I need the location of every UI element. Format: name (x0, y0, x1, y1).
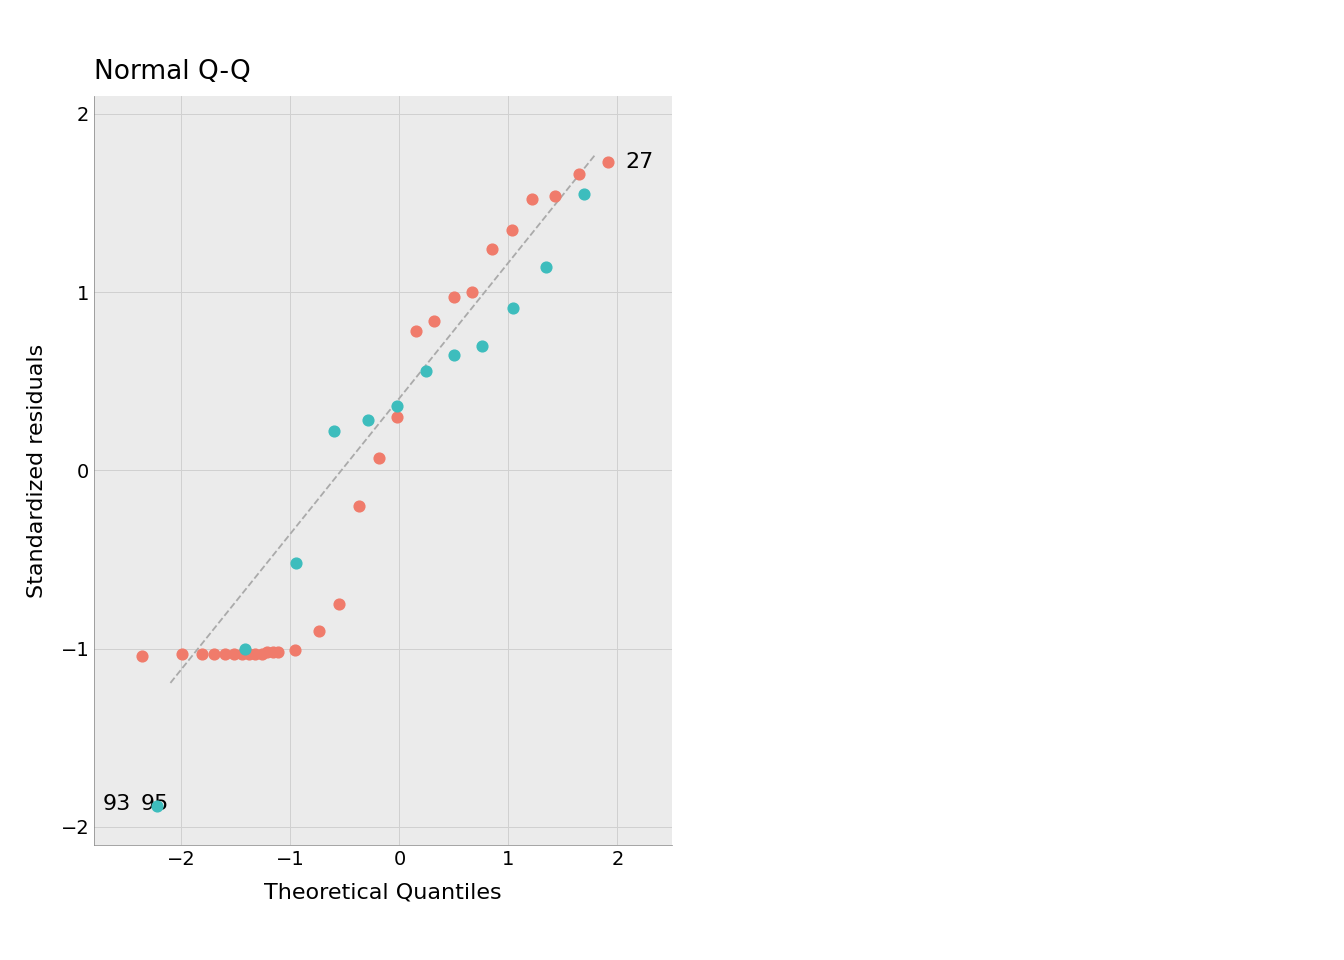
Point (172, 646, 194, 661)
Point (348, 498, 370, 514)
Point (234, 641, 255, 657)
Point (257, 644, 278, 660)
Point (573, 186, 594, 202)
Point (323, 423, 344, 439)
Point (231, 646, 253, 661)
Point (146, 798, 168, 813)
Point (251, 646, 273, 661)
Legend: Post-PCR, Pre-PCR: Post-PCR, Pre-PCR (243, 952, 523, 960)
Point (191, 646, 212, 661)
Point (423, 313, 445, 328)
Point (285, 556, 306, 571)
Point (444, 290, 465, 305)
Point (308, 623, 329, 638)
Point (132, 648, 153, 663)
Point (444, 347, 465, 362)
Point (329, 596, 351, 612)
Text: 95: 95 (141, 794, 169, 814)
Point (535, 259, 556, 275)
Point (284, 643, 305, 659)
Point (544, 188, 566, 204)
Text: 93: 93 (102, 794, 132, 814)
Point (368, 450, 390, 466)
Point (358, 413, 379, 428)
Point (462, 284, 484, 300)
Text: Normal Q-Q: Normal Q-Q (94, 60, 251, 85)
Y-axis label: Standardized residuals: Standardized residuals (27, 344, 47, 597)
Point (203, 646, 224, 661)
Point (481, 242, 503, 257)
Point (214, 646, 235, 661)
Point (472, 338, 493, 353)
Point (245, 646, 266, 661)
Point (387, 398, 409, 414)
Point (223, 646, 245, 661)
Point (569, 167, 590, 182)
Point (262, 644, 284, 660)
Point (501, 222, 523, 237)
Point (387, 409, 409, 424)
Point (415, 363, 437, 378)
Point (597, 155, 618, 170)
Point (238, 646, 259, 661)
Point (521, 192, 543, 207)
Point (405, 324, 426, 339)
Text: 27: 27 (625, 152, 653, 172)
Point (267, 644, 289, 660)
X-axis label: Theoretical Quantiles: Theoretical Quantiles (265, 882, 501, 902)
Point (503, 300, 524, 316)
